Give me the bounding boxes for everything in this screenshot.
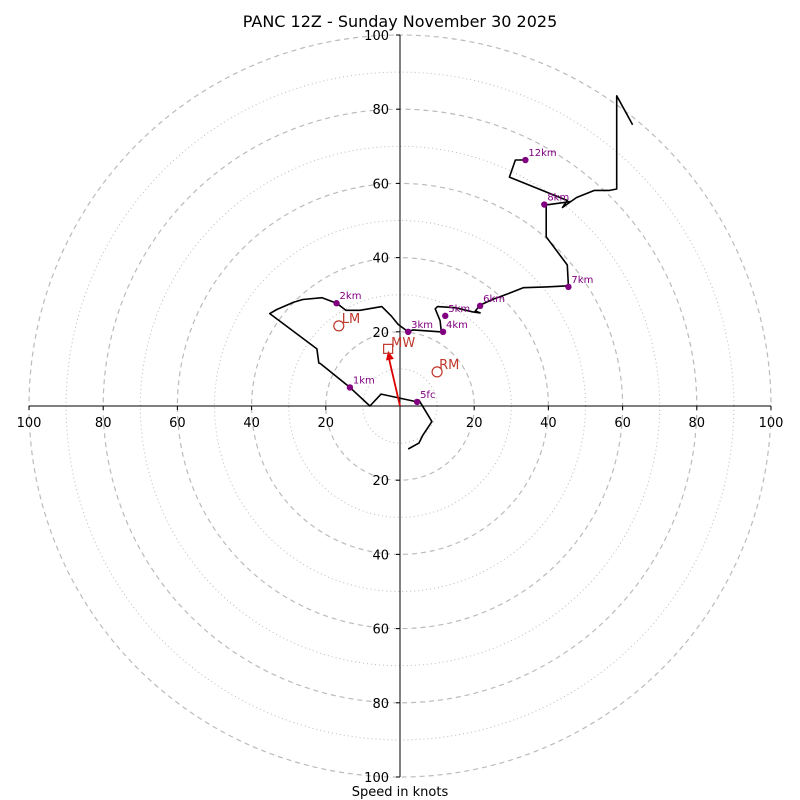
height-label-8km: 8km — [547, 193, 569, 204]
y-tick-label: 100 — [364, 29, 389, 44]
height-marker-5km — [442, 312, 449, 320]
y-tick-label: 80 — [372, 103, 389, 118]
height-label-5km: 5km — [448, 304, 470, 315]
x-axis-label: Speed in knots — [352, 785, 449, 800]
height-marker-3km — [404, 328, 412, 335]
x-tick-label: 40 — [540, 416, 557, 431]
height-marker-12km — [522, 156, 529, 164]
x-tick-label: 100 — [759, 416, 784, 431]
height-marker-1km — [346, 384, 354, 391]
y-tick-label: 20 — [372, 474, 389, 489]
right-mover-marker — [431, 366, 443, 378]
x-tick-label: 40 — [243, 416, 260, 431]
height-label-5fc: 5fc — [420, 390, 435, 401]
right-mover-label: RM — [439, 358, 459, 373]
height-marker-6km — [476, 302, 484, 310]
height-marker-4km — [439, 328, 447, 335]
y-tick-label: 40 — [372, 252, 389, 267]
y-tick-label: 80 — [372, 697, 389, 712]
wind-profile — [268, 95, 634, 450]
y-tick-label: 100 — [364, 771, 389, 786]
x-tick-label: 80 — [689, 416, 706, 431]
x-tick-label: 20 — [466, 416, 483, 431]
y-tick-label: 40 — [372, 548, 389, 563]
mean-wind-label: MW — [391, 336, 415, 351]
y-tick-label: 60 — [372, 623, 389, 638]
height-label-7km: 7km — [571, 275, 593, 286]
x-tick-label: 20 — [318, 416, 335, 431]
mean-wind-marker — [383, 343, 394, 354]
hodograph-trace-upper — [508, 159, 572, 209]
height-label-12km: 12km — [528, 148, 556, 159]
axes: 100 80 60 40 20 20 40 60 80 100 100 80 60 40 20 20 40 60 8… — [17, 29, 784, 786]
height-label-3km: 3km — [411, 320, 433, 331]
height-label-1km: 1km — [353, 375, 375, 386]
x-tick-label: 80 — [95, 416, 112, 431]
height-label-4km: 4km — [446, 320, 468, 331]
height-marker-7km — [565, 283, 572, 291]
chart-title: PANC 12Z - Sunday November 30 2025 — [243, 12, 558, 31]
mean-wind-arrow — [387, 354, 401, 407]
height-marker-8km — [541, 201, 548, 208]
height-label-6km: 6km — [483, 294, 505, 305]
height-marker-2km — [333, 300, 340, 307]
x-tick-label: 100 — [17, 416, 42, 431]
y-tick-label: 60 — [372, 177, 389, 192]
storm-motion: MW LM RM — [333, 312, 459, 407]
height-label-2km: 2km — [340, 291, 362, 302]
x-tick-label: 60 — [614, 416, 631, 431]
left-mover-label: LM — [342, 312, 360, 327]
hodograph-trace — [268, 95, 634, 450]
y-tick-label: 20 — [372, 326, 389, 341]
height-markers: 5fc 1km 2km 3km 4km 5km 6km 7km 8km 12km — [333, 148, 593, 406]
height-marker-5fc — [413, 398, 421, 406]
x-tick-label: 60 — [169, 416, 186, 431]
left-mover-marker — [333, 320, 345, 332]
